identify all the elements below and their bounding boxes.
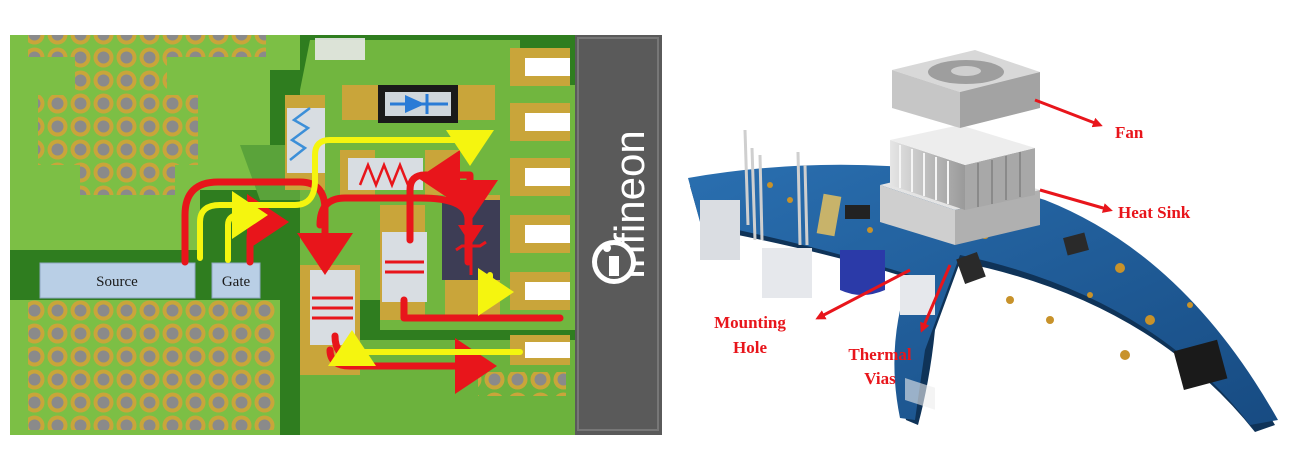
via-array-bottom-right — [478, 372, 566, 396]
heat-sink — [880, 125, 1040, 245]
mounting-hole-callout-arrow — [815, 268, 911, 320]
gate-label: Gate — [222, 274, 251, 290]
mounting-hole-label-line2: Hole — [733, 338, 767, 357]
copper-pour-top-strip — [315, 38, 365, 60]
heat-sink-callout-arrow — [1039, 188, 1113, 213]
callout-arrows — [815, 98, 1113, 333]
diode-symbol-icon — [390, 94, 448, 114]
infineon-logo-icon — [592, 240, 636, 284]
ic-package-body — [575, 35, 662, 435]
thermal-vias-label-line1: Thermal — [848, 345, 912, 364]
fan-callout-arrow — [1034, 98, 1103, 128]
gate-drive-path — [197, 129, 523, 367]
source-label: Source — [96, 274, 138, 290]
resistor-blue-icon — [289, 107, 311, 161]
standoff-left — [700, 200, 740, 260]
heat-sink-label: Heat Sink — [1118, 203, 1191, 222]
thermal-vias-callout-arrow — [920, 264, 952, 333]
via-array-upper-mid — [80, 165, 175, 195]
via-array-column — [75, 57, 167, 95]
fan-label: Fan — [1115, 123, 1144, 142]
source-pad — [39, 262, 196, 299]
via-array-lower — [28, 300, 276, 430]
pcb-3d-render-panel: Fan Heat Sink Mounting Hole Thermal Vias — [688, 50, 1278, 432]
board-components — [767, 182, 1228, 391]
ic-package-edge — [577, 37, 659, 431]
resistor-red-icon — [358, 161, 410, 189]
gate-pad — [211, 262, 261, 299]
capacitor-middle — [382, 232, 427, 302]
header-pins — [743, 129, 809, 246]
capacitor-blue-cylinder — [840, 250, 885, 295]
mounting-hole-label-line1: Mounting — [714, 313, 786, 332]
standoff-right — [900, 275, 935, 315]
fan — [892, 50, 1040, 410]
pin-tabs — [525, 58, 570, 358]
via-array-top — [28, 35, 266, 57]
thermal-vias-label-line2: Vias — [864, 369, 896, 388]
via-array-upper-left — [38, 95, 198, 165]
standoff-mid — [762, 248, 812, 298]
pcb-layout-panel: Source Gate — [10, 35, 662, 435]
